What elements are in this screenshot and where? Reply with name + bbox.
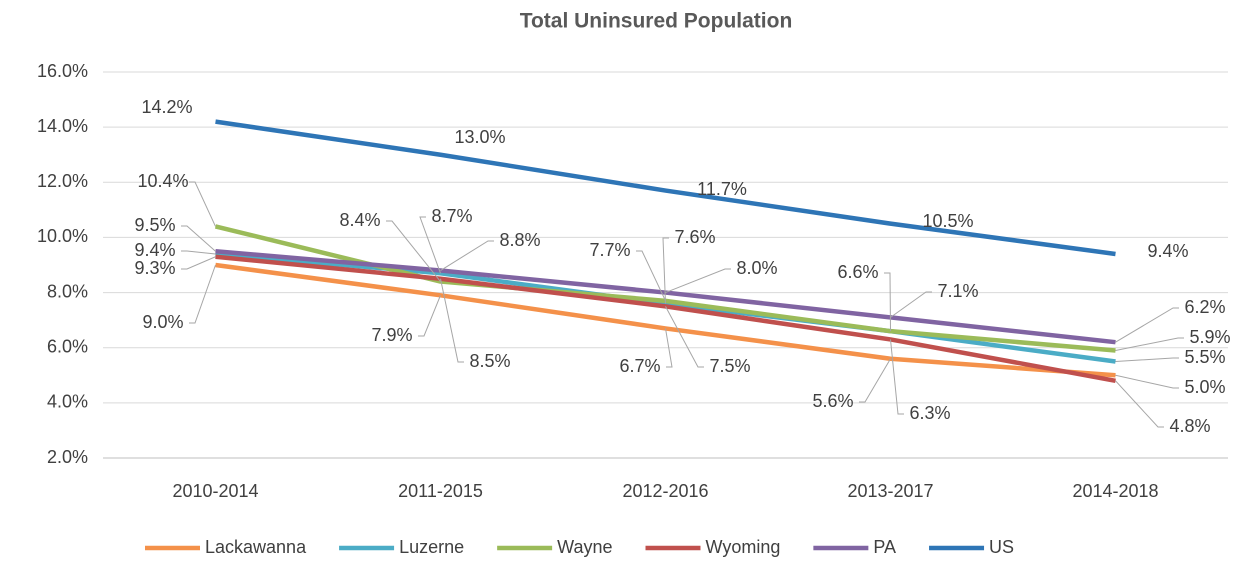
data-label: 5.0%	[1184, 377, 1225, 397]
x-tick-label: 2010-2014	[172, 481, 258, 501]
data-label: 9.3%	[134, 258, 175, 278]
leader-line	[189, 264, 216, 324]
leader-line	[181, 256, 216, 270]
y-tick-label: 16.0%	[37, 61, 88, 81]
leader-line	[418, 295, 441, 337]
legend-label: Lackawanna	[205, 537, 307, 557]
data-label: 9.5%	[134, 215, 175, 235]
data-label: 7.7%	[589, 240, 630, 260]
data-label: 6.6%	[837, 262, 878, 282]
leader-line	[636, 250, 666, 302]
leader-line	[1115, 357, 1179, 362]
legend-label: US	[989, 537, 1014, 557]
legend-label: Wyoming	[706, 537, 781, 557]
x-tick-label: 2011-2015	[398, 481, 483, 501]
data-label: 13.0%	[454, 127, 505, 147]
leader-line	[859, 358, 891, 403]
data-label: 9.4%	[134, 240, 175, 260]
leader-line	[189, 181, 216, 227]
leader-line	[440, 240, 494, 271]
leader-line	[1115, 337, 1184, 351]
series-line	[215, 254, 1116, 384]
data-label: 6.3%	[909, 403, 950, 423]
y-tick-label: 12.0%	[37, 171, 88, 191]
legend-label: Wayne	[557, 537, 612, 557]
data-label: 10.5%	[922, 211, 973, 231]
data-label: 11.7%	[697, 179, 747, 199]
leader-line	[890, 291, 932, 318]
y-tick-label: 14.0%	[37, 116, 88, 136]
data-label: 8.0%	[736, 258, 777, 278]
leader-line	[1115, 374, 1179, 389]
data-label: 7.1%	[937, 281, 978, 301]
leader-line	[181, 225, 216, 252]
y-tick-label: 10.0%	[37, 226, 88, 246]
x-tick-label: 2012-2016	[622, 481, 708, 501]
series-line	[215, 262, 1116, 378]
data-label: 8.8%	[499, 230, 540, 250]
data-label: 8.5%	[469, 351, 510, 371]
data-label: 7.5%	[709, 356, 750, 376]
data-label: 4.8%	[1169, 416, 1210, 436]
leader-line	[662, 237, 669, 304]
leader-line	[1115, 307, 1179, 343]
leader-line	[890, 339, 904, 415]
data-label: 6.2%	[1184, 297, 1225, 317]
leader-line	[386, 220, 441, 282]
legend-label: PA	[873, 537, 896, 557]
y-tick-label: 2.0%	[47, 447, 88, 467]
y-tick-label: 6.0%	[47, 336, 88, 356]
series-line	[215, 119, 1116, 257]
data-label: 9.4%	[1147, 241, 1188, 261]
leader-line	[1115, 380, 1164, 428]
x-tick-label: 2014-2018	[1072, 481, 1158, 501]
x-tick-label: 2013-2017	[847, 481, 933, 501]
leader-line	[440, 278, 464, 363]
data-label: 7.6%	[674, 227, 715, 247]
leader-line	[181, 250, 216, 255]
data-label: 8.7%	[431, 206, 472, 226]
y-tick-label: 4.0%	[47, 392, 88, 412]
legend-label: Luzerne	[399, 537, 464, 557]
data-label: 6.7%	[619, 356, 660, 376]
leader-line	[665, 306, 704, 368]
data-label: 5.5%	[1184, 347, 1225, 367]
leader-line	[665, 328, 673, 368]
y-tick-label: 8.0%	[47, 281, 88, 301]
chart-title: Total Uninsured Population	[520, 10, 793, 33]
leader-line	[665, 268, 731, 294]
data-label: 14.2%	[141, 97, 192, 117]
data-label: 7.9%	[371, 325, 412, 345]
series-line	[214, 224, 1116, 353]
data-label: 5.9%	[1189, 327, 1230, 347]
data-label: 9.0%	[142, 312, 183, 332]
data-label: 8.4%	[339, 210, 380, 230]
leader-line	[419, 216, 441, 274]
data-label: 5.6%	[812, 391, 853, 411]
leader-line	[884, 272, 891, 332]
data-label: 10.4%	[137, 171, 188, 191]
